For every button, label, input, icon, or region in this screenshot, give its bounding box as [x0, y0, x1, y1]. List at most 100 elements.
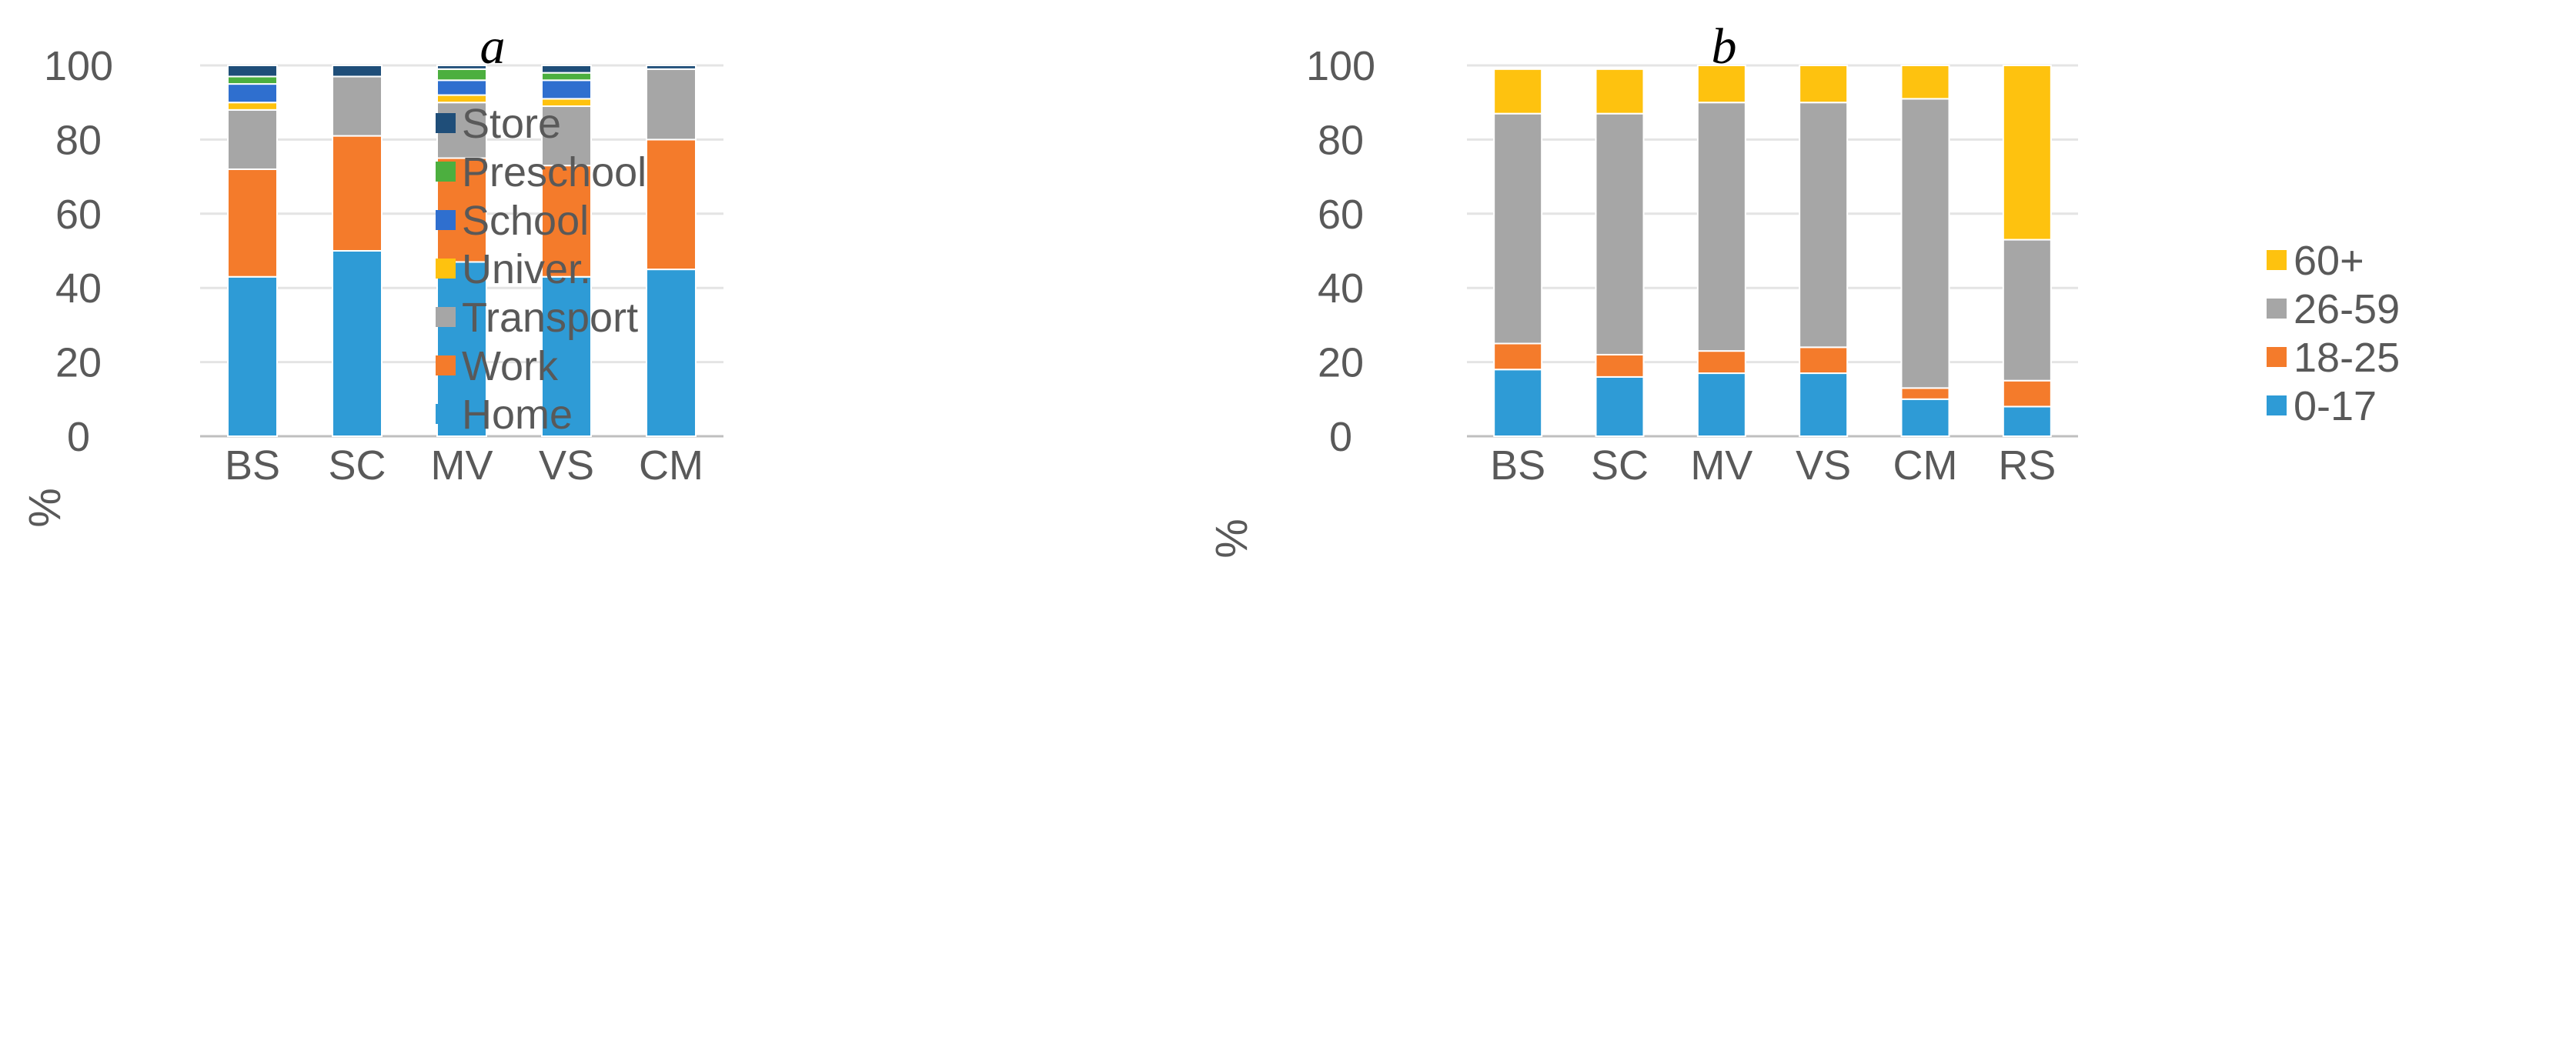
legend-b-swatch-60: [2267, 250, 2287, 270]
bar-a-sc-store: [332, 65, 383, 78]
legend-a-swatch-preschool: [436, 162, 456, 182]
legend-a-label-home: Home: [462, 392, 573, 438]
bar-b-rs-26-59: [2002, 239, 2052, 382]
legend-a-swatch-home: [436, 404, 456, 424]
bar-b-cm-26-59: [1900, 98, 1950, 389]
legend-a-label-work: Work: [462, 343, 559, 389]
bar-a-vs-store: [541, 65, 592, 74]
legend-b-swatch-18-25: [2267, 347, 2287, 367]
bar-a-sc-work: [332, 135, 383, 252]
chart-a-legend: StorePreschoolSchoolUniver.TransportWork…: [436, 101, 647, 438]
legend-b-label-26-59: 26-59: [2294, 286, 2400, 332]
bar-b-bs-0-17: [1493, 369, 1543, 437]
bar-a-vs-home: [541, 275, 592, 437]
legend-b-label-0-17: 0-17: [2294, 383, 2377, 429]
chart-a-x-tick-vs: VS: [539, 442, 594, 489]
bar-a-vs-preschool: [541, 72, 592, 82]
legend-a-label-school: School: [462, 198, 589, 244]
legend-a-swatch-work: [436, 355, 456, 375]
bar-a-mv-preschool: [436, 68, 487, 82]
legend-a-label-univer: Univer.: [462, 246, 591, 292]
chart-b-y-tick-0: 0: [1329, 414, 1352, 460]
legend-a-label-store: Store: [462, 101, 561, 147]
chart-a-y-tick-20: 20: [55, 340, 102, 386]
bar-a-bs-preschool: [227, 75, 278, 85]
bar-b-mv-26-59: [1696, 102, 1746, 352]
chart-a-x-ticks: BS SC MV VS CM: [225, 442, 703, 489]
bar-b-rs-18-25: [2002, 379, 2052, 408]
bar-a-bs-work: [227, 168, 278, 278]
bar-a-bs-transport: [227, 108, 278, 170]
legend-a-swatch-school: [436, 210, 456, 230]
legend-a-swatch-store: [436, 113, 456, 133]
chart-a-y-tick-0: 0: [67, 414, 90, 460]
bar-a-sc-home: [332, 250, 383, 437]
bar-b-bs-18-25: [1493, 342, 1543, 371]
bar-a-cm-work: [646, 138, 697, 271]
chart-a-y-tick-80: 80: [55, 117, 102, 163]
bar-a-bs-school: [227, 83, 278, 104]
legend-a-swatch-univer: [436, 259, 456, 279]
chart-a-x-tick-cm: CM: [639, 442, 703, 489]
bar-a-cm-transport: [646, 68, 697, 141]
bar-a-cm-home: [646, 269, 697, 437]
bar-a-mv-store: [436, 65, 487, 70]
bar-b-sc-60: [1595, 68, 1645, 115]
chart-b-x-tick-sc: SC: [1591, 442, 1649, 489]
bar-b-vs-60: [1799, 65, 1849, 104]
chart-a-y-tick-40: 40: [55, 265, 102, 312]
bar-b-bs-60: [1493, 68, 1543, 115]
legend-b-swatch-0-17: [2267, 395, 2287, 415]
legend-a-swatch-transport: [436, 307, 456, 327]
bar-b-bs-26-59: [1493, 112, 1543, 345]
bar-b-vs-26-59: [1799, 102, 1849, 349]
chart-b-x-tick-mv: MV: [1690, 442, 1752, 489]
legend-b-label-60: 60+: [2294, 238, 2364, 284]
bar-b-sc-0-17: [1595, 375, 1645, 438]
legend-a-label-transport: Transport: [462, 295, 638, 341]
chart-b-x-tick-bs: BS: [1490, 442, 1545, 489]
chart-b-y-tick-40: 40: [1318, 265, 1364, 312]
bar-b-mv-18-25: [1696, 350, 1746, 375]
bar-b-sc-18-25: [1595, 353, 1645, 378]
bar-b-sc-26-59: [1595, 112, 1645, 355]
bar-b-cm-60: [1900, 65, 1950, 100]
bar-a-sc-transport: [332, 75, 383, 137]
chart-b-x-tick-rs: RS: [1998, 442, 2056, 489]
chart-b-x-ticks: BS SC MV VS CM RS: [1490, 442, 2056, 489]
bar-b-cm-0-17: [1900, 398, 1950, 437]
bar-a-cm-store: [646, 65, 697, 70]
bar-a-mv-school: [436, 79, 487, 96]
chart-a-x-tick-sc: SC: [328, 442, 386, 489]
chart-b-gridlines: [1467, 64, 2078, 438]
chart-a-x-tick-mv: MV: [431, 442, 493, 489]
chart-a-y-tick-100: 100: [44, 43, 113, 89]
chart-b-x-tick-cm: CM: [1893, 442, 1958, 489]
chart-b-y-tick-80: 80: [1318, 117, 1364, 163]
chart-b-y-ticks: 0 20 40 60 80 100: [1306, 43, 1375, 460]
bar-b-vs-0-17: [1799, 372, 1849, 437]
bar-b-rs-60: [2002, 65, 2052, 241]
chart-b-y-tick-20: 20: [1318, 340, 1364, 386]
chart-b-x-tick-vs: VS: [1796, 442, 1851, 489]
chart-b-y-axis-label: %: [1207, 519, 1257, 559]
chart-a-y-axis-label: %: [20, 488, 70, 528]
bar-b-cm-18-25: [1900, 387, 1950, 400]
legend-b-label-18-25: 18-25: [2294, 335, 2400, 381]
bar-b-rs-0-17: [2002, 405, 2052, 438]
legend-b-swatch-26-59: [2267, 299, 2287, 319]
bar-a-bs-univer: [227, 102, 278, 111]
chart-a-y-ticks: 0 20 40 60 80 100: [44, 43, 113, 460]
legend-a-label-preschool: Preschool: [462, 149, 647, 195]
chart-b-y-tick-60: 60: [1318, 192, 1364, 238]
chart-a-y-tick-60: 60: [55, 192, 102, 238]
bar-b-mv-0-17: [1696, 372, 1746, 437]
bar-b-mv-60: [1696, 65, 1746, 104]
chart-b-bars: [1493, 65, 2052, 438]
bar-b-vs-18-25: [1799, 346, 1849, 375]
bar-a-bs-store: [227, 65, 278, 78]
chart-a-bars: [227, 65, 697, 437]
